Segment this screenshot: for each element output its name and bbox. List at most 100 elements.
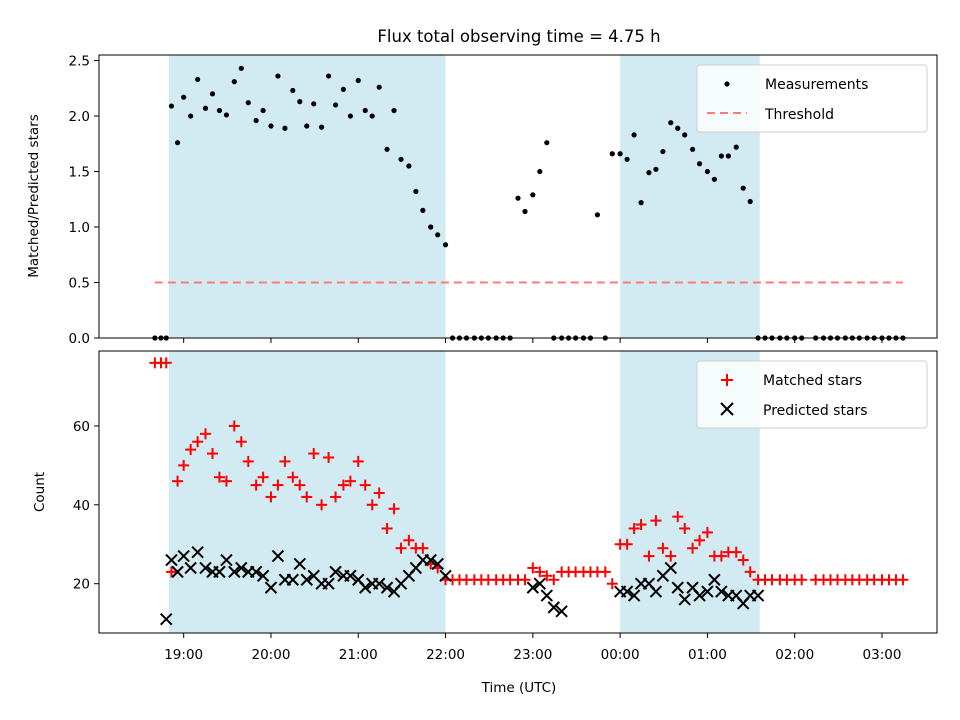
bottom-x-axis: 19:00 20:00 21:00 22:00 23:00 00:00 01:00 02:00…: [164, 633, 901, 663]
predicted-star-mark-b: [380, 581, 394, 594]
predicted-star-point: [293, 557, 306, 571]
bottom-y-axis-label: Count: [32, 472, 48, 512]
top-axes-frame: [98, 54, 938, 339]
matched-star-point: [715, 550, 727, 562]
top-observing-intervals: [168, 55, 760, 338]
measurement-point: [347, 113, 353, 119]
predicted-star-mark-b: [533, 577, 547, 590]
matched-star-point: [527, 562, 539, 574]
predicted-star-point: [344, 569, 357, 583]
matched-star-point: [599, 566, 611, 578]
measurement-point: [325, 73, 332, 79]
measurement-point: [544, 140, 550, 146]
measurement-point: [617, 151, 623, 157]
measurement-point: [733, 144, 739, 150]
matched-star-point: [265, 491, 277, 503]
predicted-star-mark-b: [228, 565, 241, 579]
measurement-point: [725, 153, 731, 159]
matched-star-point: [687, 542, 699, 554]
legend-label-matched: Matched stars: [763, 373, 862, 389]
measurement-point: [537, 168, 543, 175]
matched-star-point: [359, 479, 371, 491]
measurement-point: [209, 91, 216, 97]
matched-star-point: [316, 499, 328, 511]
predicted-star-mark-b: [307, 569, 320, 583]
predicted-star-point: [678, 593, 691, 606]
x-tick-label-3: 22:00: [426, 647, 465, 663]
predicted-star-point: [708, 573, 721, 586]
legend-label-threshold: Threshold: [764, 107, 834, 123]
predicted-star-point: [220, 553, 233, 567]
predicted-star-point: [540, 589, 554, 602]
predicted-star-point: [177, 549, 190, 563]
predicted-star-point: [547, 601, 560, 614]
top-y-tick-label-1: 0.5: [69, 276, 90, 292]
matched-star-point: [635, 519, 647, 531]
measurement-point: [522, 208, 528, 215]
matched-star-point: [657, 542, 669, 554]
predicted-star-point: [627, 589, 641, 602]
predicted-star-mark-b: [199, 561, 212, 575]
predicted-star-mark-b: [649, 585, 663, 598]
x-tick-label-6: 01:00: [688, 647, 727, 663]
measurement-point: [290, 87, 296, 94]
bottom-y-tick-label-1: 40: [73, 498, 90, 514]
measurement-point: [260, 107, 266, 114]
measurement-point: [435, 232, 441, 238]
legend-marker-matched: [721, 374, 733, 386]
predicted-star-point: [165, 553, 178, 567]
matched-star-point: [621, 538, 633, 550]
matched-star-point: [650, 515, 662, 527]
top-legend: Measurements Threshold: [696, 64, 928, 133]
predicted-star-point: [184, 561, 197, 575]
matched-star-point: [287, 471, 299, 483]
matched-star-point: [628, 522, 640, 534]
predicted-star-mark-b: [547, 601, 560, 614]
matched-star-point: [272, 479, 284, 491]
measurement-point: [362, 107, 368, 114]
matched-star-point: [737, 554, 749, 566]
predicted-star-point: [322, 577, 335, 590]
predicted-star-point: [359, 581, 372, 594]
predicted-star-point: [533, 577, 547, 590]
matched-star-point: [796, 574, 808, 586]
matched-star-point: [381, 522, 393, 534]
measurement-point: [428, 224, 434, 230]
measurement-point: [174, 140, 181, 146]
measurement-point: [530, 192, 536, 198]
predicted-star-point: [286, 573, 299, 586]
matched-star-point: [388, 503, 400, 515]
predicted-star-point: [693, 589, 706, 602]
matched-star-point: [897, 574, 909, 586]
measurement-point: [689, 146, 696, 152]
ratio-panel: 0.0 0.5 1.0 1.5 2.0 2.5 Matched/Predicted sta…: [26, 54, 938, 347]
predicted-star-mark-b: [165, 553, 178, 567]
matched-star-point: [323, 451, 335, 463]
matched-star-point: [165, 566, 177, 578]
matched-star-point: [344, 475, 356, 487]
measurement-point: [718, 153, 724, 159]
matched-star-point: [395, 542, 407, 554]
x-tick-label-0: 19:00: [164, 647, 203, 663]
x-tick-label-8: 03:00: [863, 647, 902, 663]
predicted-star-mark-b: [751, 589, 765, 602]
predicted-star-mark-b: [184, 561, 197, 575]
predicted-star-point: [431, 557, 444, 571]
measurement-point: [311, 101, 317, 107]
matched-star-point: [294, 479, 306, 491]
measurement-point: [660, 148, 666, 155]
top-y-tick-label-2: 1.0: [69, 220, 90, 236]
legend-label-predicted: Predicted stars: [763, 403, 868, 419]
matched-star-point: [185, 444, 197, 456]
predicted-star-point: [256, 569, 270, 583]
matched-star-point: [679, 522, 691, 534]
measurement-point: [253, 117, 259, 124]
predicted-star-point: [701, 585, 714, 598]
predicted-star-point: [235, 561, 248, 575]
measurement-point: [406, 163, 412, 169]
measurement-point: [747, 198, 753, 205]
predicted-star-mark-b: [300, 573, 313, 586]
predicted-star-mark-b: [526, 581, 540, 594]
bottom-y-axis: 20 40 60: [73, 419, 99, 593]
measurement-point: [675, 125, 681, 131]
